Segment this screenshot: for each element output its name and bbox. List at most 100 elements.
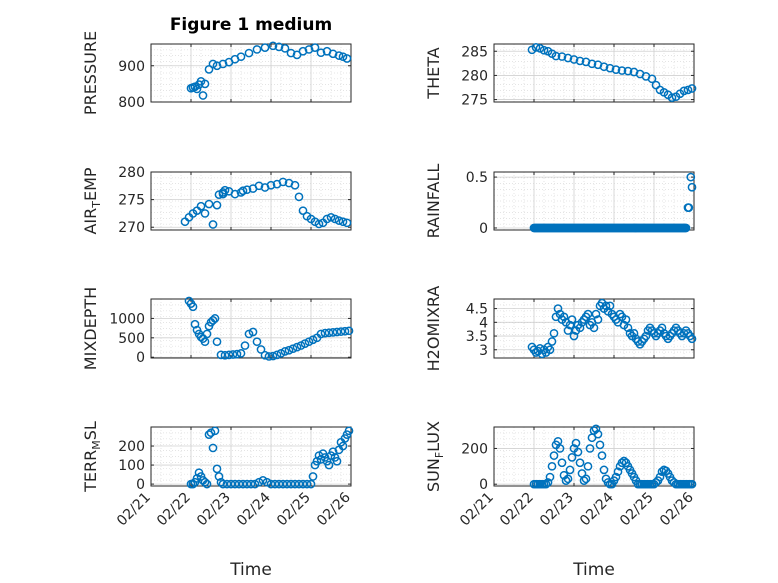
y-axis-label: H2OMIXRA [424, 286, 443, 372]
data-point [601, 301, 611, 311]
data-point [270, 479, 280, 489]
data-point [591, 309, 601, 319]
data-point [555, 444, 565, 453]
data-point [214, 472, 224, 481]
data-point [226, 479, 236, 489]
data-point [260, 43, 270, 52]
data-point [583, 461, 593, 471]
data-point [687, 182, 697, 192]
data-point [302, 479, 312, 489]
data-point [599, 465, 609, 475]
data-point [629, 328, 639, 338]
data-point [190, 319, 200, 329]
data-point [342, 218, 352, 228]
data-point [324, 460, 334, 470]
subplot-h2omixra: 33.544.5 H2OMIXRA [424, 286, 697, 372]
y-axis-label-subscript: M [90, 440, 103, 450]
figure-title: Figure 1 medium [170, 15, 332, 35]
data-point [541, 479, 551, 489]
data-point [280, 347, 290, 356]
data-point [290, 180, 300, 190]
data-point [569, 55, 579, 64]
data-point [581, 474, 591, 484]
data-point [687, 84, 697, 93]
data-point [684, 203, 694, 212]
data-point [294, 479, 304, 489]
data-point [192, 84, 202, 94]
data-point [344, 426, 354, 436]
data-point [252, 45, 262, 54]
y-tick-label: 280 [461, 68, 488, 84]
data-point [563, 326, 573, 335]
data-point [559, 312, 569, 322]
data-point [212, 337, 222, 347]
data-point [210, 426, 220, 436]
data-point [571, 438, 581, 448]
data-point [200, 209, 210, 218]
data-point [687, 334, 697, 344]
y-axis-label: PRESSURE [81, 31, 100, 115]
data-point [236, 348, 246, 358]
data-point [332, 327, 342, 337]
data-point [212, 61, 222, 71]
data-point [242, 479, 252, 489]
data-point [651, 478, 661, 487]
subplot-air_temp: 270 275 280 AIRTEMP [81, 165, 352, 236]
data-point [294, 192, 304, 202]
data-point [623, 66, 633, 76]
data-point [240, 341, 250, 350]
data-point [597, 451, 607, 460]
data-point [563, 53, 573, 63]
data-point [248, 327, 258, 337]
data-point [593, 315, 603, 324]
subplot-rainfall: 0 0.5 RAINFALL [424, 164, 697, 238]
data-point [340, 326, 350, 336]
y-axis-label-subscript: F [433, 452, 446, 458]
data-point [208, 59, 218, 69]
axes-box [493, 298, 695, 359]
data-point [561, 476, 571, 485]
data-point [334, 51, 344, 60]
axes-box [150, 171, 352, 231]
x-axis-label-right: Time [572, 560, 615, 580]
data-point [268, 351, 278, 361]
data-point [587, 59, 597, 69]
data-point [567, 315, 577, 324]
data-point [288, 344, 298, 354]
data-point [202, 479, 212, 489]
data-point [200, 79, 210, 89]
y-axis-label-main: TERR [81, 450, 100, 493]
data-point [545, 472, 555, 482]
y-tick-label: 800 [118, 95, 145, 111]
data-point [667, 93, 677, 103]
data-point [310, 43, 320, 52]
y-axis-label-rest: EMP [81, 167, 100, 201]
data-point [611, 472, 621, 482]
data-point [208, 220, 218, 229]
data-point [216, 350, 226, 360]
data-point [619, 456, 629, 466]
data-point [679, 86, 689, 96]
data-point [282, 479, 292, 489]
data-point [266, 180, 276, 190]
y-tick-label: 3 [479, 343, 488, 359]
data-point [232, 349, 242, 359]
data-point [655, 472, 665, 482]
data-point [543, 478, 553, 487]
y-tick-label: 200 [118, 439, 145, 455]
data-point [238, 479, 248, 489]
y-tick-label: 270 [118, 220, 145, 236]
data-point [200, 477, 210, 487]
data-point [304, 45, 314, 54]
data-point [320, 328, 330, 338]
data-point [623, 323, 633, 333]
data-point [266, 479, 276, 489]
data-point [583, 309, 593, 319]
data-point [334, 216, 344, 225]
data-point [344, 326, 354, 336]
data-point [605, 63, 615, 73]
data-point [332, 456, 342, 466]
data-point [338, 441, 348, 451]
y-tick-label: 4.5 [466, 302, 488, 318]
